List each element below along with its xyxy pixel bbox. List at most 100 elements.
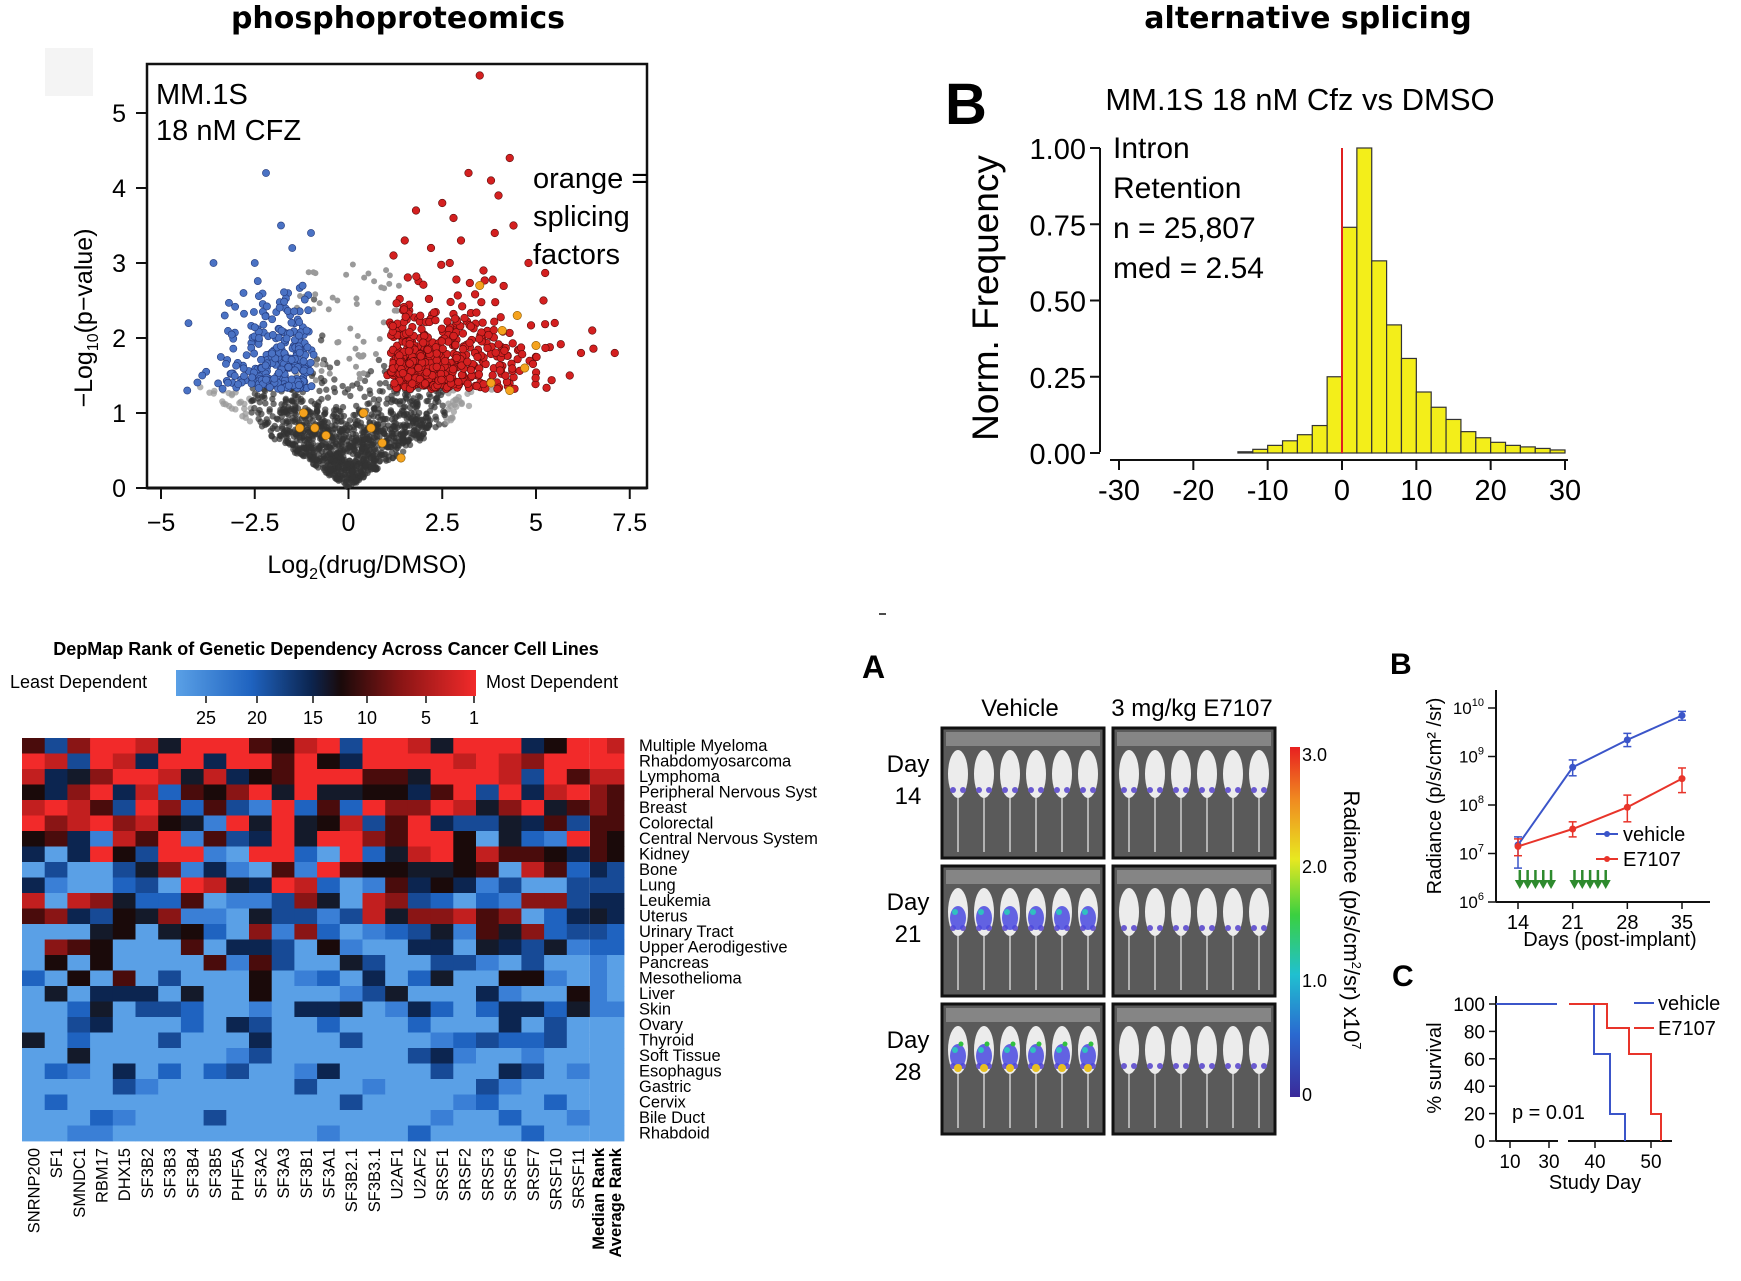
splicing-point bbox=[531, 340, 541, 350]
series-line bbox=[1517, 777, 1683, 848]
ns-point bbox=[375, 396, 383, 403]
ns-point bbox=[348, 480, 356, 487]
dose-arrow-head bbox=[1592, 880, 1603, 889]
bioluminescence-spot bbox=[1002, 787, 1008, 793]
heatmap-cell bbox=[22, 939, 46, 956]
heatmap-cell bbox=[476, 1094, 500, 1111]
heatmap-cell bbox=[407, 784, 431, 801]
down-point bbox=[287, 375, 296, 384]
heatmap-cell bbox=[407, 1079, 431, 1095]
imaging-col-e7107: 3 mg/kg E7107 bbox=[1111, 695, 1272, 722]
up-point bbox=[398, 369, 407, 378]
heatmap-cell bbox=[158, 862, 182, 878]
mouse-body bbox=[1000, 750, 1020, 798]
y-tick-base: 10 bbox=[1453, 699, 1472, 718]
ns-point bbox=[313, 407, 321, 415]
heatmap-cell bbox=[90, 1001, 114, 1018]
heatmap-cell bbox=[317, 753, 341, 770]
imaging-frame bbox=[940, 726, 1106, 860]
heatmap-cell bbox=[566, 831, 590, 847]
ns-point bbox=[278, 413, 285, 420]
heatmap-cell bbox=[271, 769, 295, 785]
summary-cell bbox=[607, 1125, 625, 1142]
heatmap-cell bbox=[180, 831, 204, 847]
heatmap-cell bbox=[476, 1063, 500, 1080]
signal-blob bbox=[1028, 906, 1044, 930]
up-point bbox=[412, 272, 421, 281]
heatmap-cell bbox=[544, 753, 568, 770]
up-point bbox=[456, 236, 466, 245]
rank-colorbar bbox=[176, 670, 476, 696]
heatmap-cell bbox=[430, 1094, 454, 1111]
splicing-point bbox=[321, 430, 331, 440]
dose-arrow-head bbox=[1577, 880, 1588, 889]
x-tick-label: 14 bbox=[1507, 912, 1529, 934]
heatmap-cell bbox=[362, 1001, 386, 1018]
up-point bbox=[466, 322, 475, 331]
heatmap-cell bbox=[521, 831, 545, 847]
imaging-frame-top bbox=[946, 870, 1100, 884]
bioluminescence-spot bbox=[1183, 925, 1189, 931]
heatmap-cell bbox=[135, 769, 159, 785]
heatmap-cell bbox=[430, 1001, 454, 1018]
row-label: Leukemia bbox=[639, 892, 711, 910]
histogram-bar bbox=[1326, 376, 1343, 454]
down-point bbox=[229, 344, 238, 353]
heatmap-cell bbox=[90, 738, 114, 754]
heatmap-cell bbox=[90, 1017, 114, 1033]
ns-point bbox=[268, 432, 275, 439]
ns-point bbox=[488, 386, 495, 393]
heatmap-cell bbox=[203, 1110, 227, 1126]
heatmap-cell bbox=[203, 815, 227, 832]
heatmap-cell bbox=[453, 753, 477, 770]
heatmap-cell bbox=[566, 753, 590, 770]
imaging-frames bbox=[940, 726, 1277, 1136]
heatmap-cell bbox=[294, 986, 318, 1002]
bioluminescence-spot bbox=[1157, 787, 1163, 793]
heatmap-cell bbox=[339, 862, 363, 878]
ns-point bbox=[317, 337, 325, 344]
heatmap-cell bbox=[498, 753, 522, 770]
summary-cell bbox=[590, 955, 608, 971]
heatmap-cell bbox=[203, 1094, 227, 1111]
heatmap-cell bbox=[180, 862, 204, 878]
down-point bbox=[261, 361, 270, 370]
heatmap-cell bbox=[67, 970, 91, 987]
heatmap-cell bbox=[90, 893, 114, 909]
ns-point bbox=[321, 377, 328, 385]
heatmap-cell bbox=[566, 986, 590, 1002]
bioluminescence-spot bbox=[1054, 787, 1060, 793]
heatmap-cell bbox=[385, 1079, 409, 1095]
heatmap-cell bbox=[44, 784, 68, 801]
ns-point bbox=[331, 425, 339, 432]
signal-hot bbox=[1032, 1064, 1040, 1072]
heatmap-cell bbox=[317, 800, 341, 816]
summary-cell bbox=[590, 831, 608, 847]
ns-point bbox=[338, 427, 345, 435]
ns-point bbox=[237, 398, 245, 406]
heatmap-cell bbox=[317, 1125, 341, 1142]
column-label: SRSF3 bbox=[479, 1148, 497, 1201]
heatmap-cell bbox=[22, 846, 46, 863]
heatmap-cell bbox=[521, 846, 545, 863]
bioluminescence-spot bbox=[1261, 925, 1267, 931]
up-point bbox=[531, 373, 540, 383]
ns-point bbox=[399, 448, 407, 455]
heatmap-cell bbox=[271, 846, 295, 863]
ns-point bbox=[353, 402, 360, 410]
summary-cell bbox=[607, 986, 625, 1002]
bioluminescence-spot bbox=[950, 787, 956, 793]
heatmap-cell bbox=[498, 1063, 522, 1080]
heatmap-cell bbox=[112, 831, 136, 847]
imaging-frame bbox=[1111, 864, 1277, 998]
heatmap-cell bbox=[22, 1094, 46, 1111]
heatmap-cell bbox=[566, 738, 590, 754]
heatmap-cell bbox=[226, 1017, 250, 1033]
up-point bbox=[414, 364, 423, 373]
ns-point bbox=[356, 385, 364, 392]
heatmap-cell bbox=[294, 955, 318, 971]
up-point bbox=[475, 334, 484, 343]
heatmap-cell bbox=[566, 1125, 590, 1142]
down-point bbox=[220, 311, 229, 320]
down-point bbox=[304, 306, 313, 315]
